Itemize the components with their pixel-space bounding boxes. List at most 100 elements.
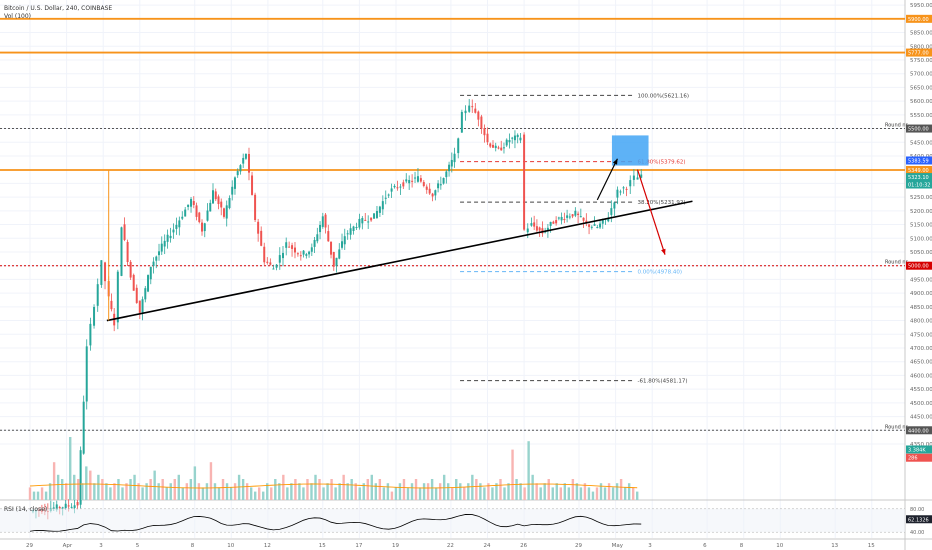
level-line-label: Round nr. — [885, 123, 909, 129]
target-zone-box[interactable] — [611, 135, 649, 166]
candle-body — [260, 230, 263, 246]
candle-body — [278, 255, 281, 263]
volume-bar — [133, 474, 136, 500]
volume-bar — [278, 483, 281, 500]
candle-body — [206, 210, 209, 221]
candle-body — [138, 300, 141, 313]
price-label-box — [906, 180, 932, 189]
candle-body — [269, 262, 272, 265]
price-label-box — [906, 124, 932, 133]
volume-bar — [627, 483, 631, 500]
price-label-text: 4400.00 — [908, 428, 929, 434]
volume-bar — [185, 483, 189, 500]
projection-arrow[interactable] — [596, 158, 618, 201]
volume-bar — [575, 483, 579, 500]
candle-body — [491, 144, 494, 148]
volume-bar — [430, 479, 434, 500]
candle-body — [332, 251, 335, 267]
candle-body — [141, 299, 144, 313]
candle-body — [144, 288, 147, 300]
x-tick-label: 6 — [703, 543, 707, 549]
candle-body — [335, 257, 338, 267]
projection-arrow[interactable] — [636, 169, 666, 255]
candle-body — [126, 241, 129, 263]
volume-bar — [563, 483, 567, 500]
candle-body — [599, 223, 602, 228]
volume-bar — [438, 483, 442, 500]
y-tick-label: 4800.00 — [910, 319, 932, 325]
candle-body — [288, 246, 291, 248]
volume-bar — [314, 474, 317, 500]
volume-bar — [362, 483, 365, 500]
volume-bar — [290, 483, 293, 500]
candle-body — [291, 245, 294, 249]
support-trendline[interactable] — [106, 200, 693, 322]
candle-body — [571, 214, 574, 217]
y-tick-label: 5250.00 — [910, 195, 932, 201]
candle-body — [402, 182, 405, 187]
volume-bar — [48, 483, 52, 500]
candle-body — [619, 191, 622, 193]
volume-bar — [52, 462, 56, 500]
candle-body — [419, 178, 422, 182]
level-line-label: Round nr. — [885, 424, 909, 430]
candle-body — [251, 175, 254, 195]
price-label-box — [906, 453, 932, 462]
candle-body — [64, 503, 67, 509]
y-tick-label: 4850.00 — [910, 305, 932, 311]
volume-bar — [583, 483, 587, 500]
candle-body — [408, 179, 411, 184]
candle-body — [296, 253, 299, 255]
volume-bar — [495, 483, 498, 500]
x-tick-label: 10 — [776, 543, 783, 549]
candle-body — [464, 110, 467, 114]
candle-body — [629, 180, 632, 187]
candle-body — [460, 111, 463, 133]
candle-body — [378, 206, 381, 213]
candle-body — [195, 205, 198, 217]
candle-body — [590, 226, 593, 228]
candle-body — [169, 235, 172, 239]
candle-body — [110, 300, 113, 310]
candle-body — [346, 233, 349, 235]
candle-body — [192, 201, 195, 205]
level-line-label: Round nr. — [885, 260, 909, 266]
x-tick-label: 10 — [227, 543, 234, 549]
x-tick-label: 13 — [831, 543, 838, 549]
candle-body — [411, 180, 414, 182]
volume-bar — [607, 483, 611, 500]
x-tick-label: 26 — [520, 543, 527, 549]
volume-bar — [567, 487, 571, 500]
volume-bar — [378, 479, 382, 500]
candle-body — [533, 222, 536, 227]
candle-body — [104, 262, 107, 282]
candle-body — [212, 190, 214, 204]
fib-label: 38.20%(5231.92) — [638, 200, 686, 206]
y-tick-label: 4700.00 — [910, 346, 932, 352]
y-tick-label: 5650.00 — [910, 85, 932, 91]
volume-bar — [619, 479, 623, 500]
volume-bar — [165, 487, 168, 500]
volume-bar — [366, 479, 369, 500]
price-label-box — [906, 445, 932, 454]
candle-body — [166, 234, 169, 242]
rsi-axis-label: 80.00 — [910, 507, 924, 513]
x-tick-label: 12 — [264, 543, 271, 549]
volume-bar — [56, 474, 60, 500]
volume-bar — [539, 487, 542, 500]
candle-body — [549, 221, 552, 226]
candle-body — [405, 179, 408, 182]
volume-bar — [173, 479, 176, 500]
volume-bar — [109, 487, 112, 500]
candle-body — [308, 251, 311, 255]
rsi-value: 62.1326 — [908, 517, 929, 523]
volume-bar — [475, 479, 478, 500]
candle-body — [319, 224, 322, 233]
candle-body — [302, 250, 305, 255]
price-label-box — [906, 14, 932, 23]
candle-body — [519, 137, 522, 141]
y-tick-label: 4750.00 — [910, 332, 932, 338]
candle-body — [577, 213, 580, 215]
candle-body — [247, 153, 250, 173]
